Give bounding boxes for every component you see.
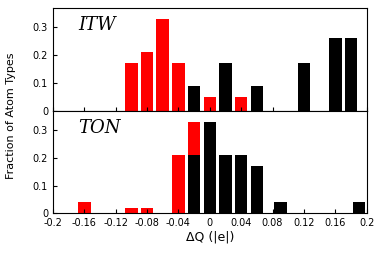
Bar: [188, 86, 200, 111]
Bar: [125, 208, 138, 213]
X-axis label: ΔQ (|e|): ΔQ (|e|): [186, 231, 234, 244]
Text: Fraction of Atom Types: Fraction of Atom Types: [6, 52, 16, 179]
Bar: [251, 86, 263, 111]
Bar: [219, 97, 232, 111]
Bar: [172, 63, 185, 111]
Bar: [219, 155, 232, 213]
Bar: [251, 166, 263, 213]
Bar: [188, 155, 200, 213]
Bar: [172, 155, 185, 213]
Bar: [219, 197, 232, 213]
Bar: [297, 63, 310, 111]
Bar: [203, 97, 216, 111]
Bar: [345, 38, 357, 111]
Bar: [235, 155, 248, 213]
Bar: [329, 38, 342, 111]
Bar: [141, 208, 153, 213]
Bar: [156, 19, 169, 111]
Bar: [188, 122, 200, 213]
Bar: [203, 122, 216, 213]
Text: ITW: ITW: [78, 16, 116, 34]
Bar: [125, 63, 138, 111]
Bar: [219, 63, 232, 111]
Text: TON: TON: [78, 119, 121, 137]
Bar: [353, 202, 365, 213]
Bar: [141, 52, 153, 111]
Bar: [203, 155, 216, 213]
Bar: [78, 202, 91, 213]
Bar: [235, 97, 248, 111]
Bar: [274, 202, 287, 213]
